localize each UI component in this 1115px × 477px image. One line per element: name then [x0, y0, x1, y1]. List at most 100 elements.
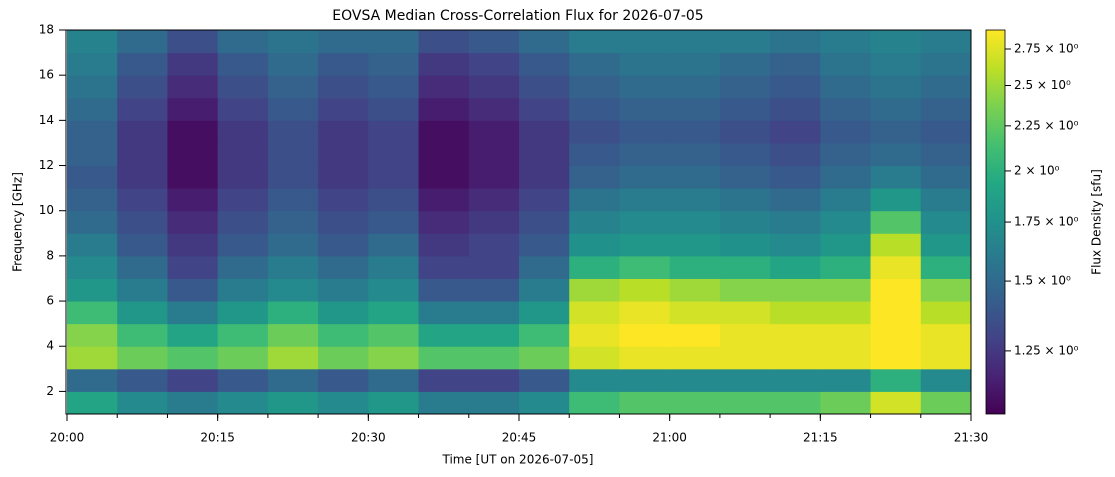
heatmap-cell [770, 368, 821, 392]
y-tick-label: 6 [46, 294, 54, 308]
heatmap-cell [267, 301, 319, 325]
heatmap-cell [669, 368, 721, 392]
heatmap-cell [217, 210, 269, 234]
heatmap-cell [619, 391, 671, 415]
heatmap-cell [267, 97, 319, 121]
heatmap-cell [267, 52, 319, 76]
heatmap-cell [117, 52, 168, 76]
heatmap-cell [920, 75, 972, 99]
heatmap-cell [468, 188, 520, 212]
heatmap-cell [167, 278, 219, 302]
heatmap-cell [368, 30, 420, 54]
heatmap-cell [820, 255, 872, 279]
heatmap-cell [569, 120, 620, 144]
heatmap-cell [418, 210, 470, 234]
x-tick-label: 20:45 [502, 431, 537, 445]
heatmap-cell [418, 346, 470, 370]
heatmap-cell [619, 278, 671, 302]
heatmap-cell [318, 30, 369, 54]
heatmap-cell [870, 391, 922, 415]
heatmap-cell [619, 346, 671, 370]
heatmap-cell [719, 120, 771, 144]
heatmap-cell [619, 120, 671, 144]
heatmap-cell [468, 210, 520, 234]
y-tick-label: 4 [46, 339, 54, 353]
heatmap-cell [67, 52, 118, 76]
heatmap-cell [820, 30, 872, 54]
heatmap-cell [217, 301, 269, 325]
heatmap-cell [267, 278, 319, 302]
heatmap-cell [920, 391, 972, 415]
heatmap-cell [368, 75, 420, 99]
heatmap-cell [318, 165, 369, 189]
y-tick-label: 8 [46, 248, 54, 262]
heatmap-cell [669, 75, 721, 99]
heatmap-cell [820, 120, 872, 144]
heatmap-cell [167, 97, 219, 121]
heatmap-cell [418, 278, 470, 302]
heatmap-cell [920, 233, 972, 257]
heatmap-cell [820, 391, 872, 415]
heatmap-cell [619, 210, 671, 234]
heatmap-cell [920, 301, 972, 325]
heatmap-cell [468, 323, 520, 347]
heatmap-cell [117, 255, 168, 279]
heatmap-cell [217, 188, 269, 212]
heatmap-cell [569, 75, 620, 99]
heatmap-cell [368, 368, 420, 392]
heatmap-cell [117, 346, 168, 370]
heatmap-cell [820, 368, 872, 392]
heatmap-cell [519, 210, 570, 234]
heatmap-cell [669, 30, 721, 54]
heatmap-cell [468, 368, 520, 392]
heatmap-cell [117, 210, 168, 234]
heatmap-cell [368, 52, 420, 76]
heatmap-cell [569, 97, 620, 121]
heatmap-cell [167, 233, 219, 257]
heatmap-cell [67, 278, 118, 302]
heatmap-cell [770, 323, 821, 347]
y-tick-label: 16 [39, 68, 54, 82]
heatmap-cell [368, 120, 420, 144]
heatmap-cell [519, 323, 570, 347]
heatmap-cell [519, 346, 570, 370]
heatmap-cell [217, 142, 269, 167]
heatmap-cell [217, 233, 269, 257]
heatmap-cell [519, 188, 570, 212]
heatmap-cell [418, 120, 470, 144]
colorbar-title: Flux Density [sfu] [1090, 169, 1104, 275]
heatmap-cell [468, 97, 520, 121]
heatmap-cell [870, 142, 922, 167]
x-tick-label: 20:15 [200, 431, 235, 445]
y-tick-label: 18 [39, 23, 54, 37]
heatmap-cell [117, 188, 168, 212]
heatmap-cell [67, 391, 118, 415]
heatmap-cell [770, 188, 821, 212]
heatmap-cell [719, 188, 771, 212]
heatmap-cell [920, 368, 972, 392]
x-tick-label: 20:00 [50, 431, 85, 445]
heatmap-cell [67, 142, 118, 167]
heatmap-cell [519, 368, 570, 392]
colorbar-tick-label: 2 × 10⁰ [1014, 163, 1060, 177]
heatmap-cell [418, 30, 470, 54]
heatmap-cell [870, 97, 922, 121]
heatmap-cell [870, 301, 922, 325]
heatmap-cell [870, 278, 922, 302]
heatmap-cell [920, 278, 972, 302]
heatmap-cell [217, 120, 269, 144]
heatmap-cell [669, 255, 721, 279]
heatmap-cell [468, 301, 520, 325]
heatmap-cell [217, 278, 269, 302]
heatmap-cell [267, 120, 319, 144]
heatmap-cell [217, 368, 269, 392]
heatmap-cell [920, 346, 972, 370]
heatmap-cell [217, 75, 269, 99]
heatmap-cell [870, 233, 922, 257]
heatmap-cell [870, 30, 922, 54]
heatmap-cell [267, 165, 319, 189]
heatmap-cell [318, 346, 369, 370]
heatmap-cell [770, 255, 821, 279]
heatmap-cell [519, 278, 570, 302]
heatmap-cell [217, 391, 269, 415]
